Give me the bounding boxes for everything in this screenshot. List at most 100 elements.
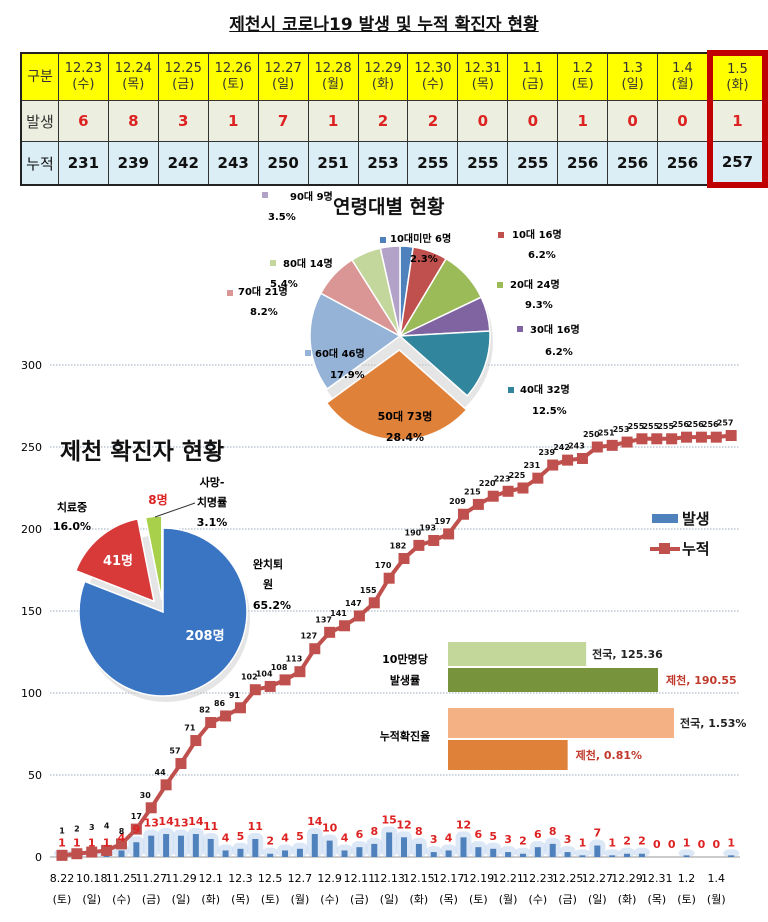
line-marker [130,823,142,835]
weekday: (토) [222,77,245,92]
bar-value-label: 15 [381,813,396,826]
table-row-total: 누적 231 239 242 243 250 251 253 255 255 255 256 256 2… [20,141,768,188]
line-marker [532,472,544,484]
bar-new-cases [505,852,512,857]
line-marker [517,482,529,494]
bar-value-label: 13 [144,817,159,830]
line-value-label: 255 [642,422,659,431]
legend-bar-swatch [652,514,678,523]
bar-value-label: 1 [58,836,66,849]
status-pie-slice [144,515,163,601]
line-value-label: 155 [360,586,377,595]
line-marker [294,666,306,678]
bar-value-label: 2 [623,835,631,848]
age-slice-pct: 2.3% [410,254,438,265]
line-marker [190,735,202,747]
line-value-label: 242 [553,443,570,452]
line-value-label: 4 [104,821,110,830]
line-value-label: 57 [169,747,180,756]
row-header: 발생 [20,100,59,142]
date-cell: 12.23 (수) [57,52,109,101]
x-tick-day: (화) [410,893,429,906]
treating-count: 41명 [103,553,133,569]
bar-new-cases [728,855,735,857]
date-cell: 12.26 (토) [207,52,259,101]
x-tick-day: (월) [707,893,726,906]
bar-new-cases [118,850,125,857]
new-cases-cell: 1 [207,100,259,142]
bar-new-cases [475,847,482,857]
page-title: 제천시 코로나19 발생 및 누적 확진자 현황 [229,15,539,35]
bar-new-cases [326,840,333,857]
bar-new-cases [311,834,318,857]
new-cases-cell: 1 [307,100,359,142]
bar-value-label: 5 [296,830,304,843]
line-value-label: 108 [271,663,288,672]
x-tick-day: (수) [112,893,131,906]
line-value-label: 253 [613,425,630,434]
line-marker [383,572,395,584]
bar-value-label: 12 [456,818,471,831]
row-header: 누적 [20,141,59,186]
new-cases-cell: 0 [607,100,659,142]
date-cell: 12.25 (금) [157,52,209,101]
x-tick-date: 11.27 [135,872,167,885]
line-marker [591,441,603,453]
hbar [448,668,658,692]
line-marker [249,684,261,696]
bar-new-cases [341,850,348,857]
bar-new-cases [564,852,571,857]
bar-new-cases [163,834,170,857]
bar-value-label: 12 [396,818,411,831]
hbar-label: 전국, 125.36 [592,647,663,661]
date: 1.5 [727,62,748,77]
line-value-label: 30 [140,791,152,800]
x-tick-day: (수) [320,893,339,906]
bar-new-cases [683,855,690,857]
line-value-label: 82 [199,706,210,715]
line-value-label: 137 [315,615,332,624]
age-slice-label: 10대미만 6명 [390,232,451,245]
x-tick-date: 12.29 [611,872,643,885]
x-tick-date: 12.9 [317,872,342,885]
new-cases-cell: 1 [557,100,609,142]
weekday: (목) [471,77,494,92]
x-tick-date: 12.7 [288,872,313,885]
date: 12.23 [64,61,102,76]
weekday: (목) [122,77,145,92]
new-cases-cell: 2 [407,100,459,142]
line-marker [368,597,380,609]
x-tick-day: (목) [439,893,458,906]
age-slice-pct: 8.2% [250,307,278,318]
line-marker [56,849,68,861]
recovered-label: 원 [263,577,273,591]
bar-new-cases [415,843,422,857]
line-total-cases [61,433,732,858]
line-value-label: 182 [390,542,407,551]
age-slice-label: 20대 24명 [510,278,560,291]
total-cases-cell: 255 [407,141,459,186]
hbar [448,708,674,738]
bar-value-label: 14 [307,815,323,828]
age-slice-label: 70대 21명 [238,285,288,298]
line-marker [234,702,246,714]
line-value-label: 113 [286,655,303,664]
bar-glow [559,846,576,857]
line-value-label: 17 [131,812,142,821]
treating-pct: 16.0% [53,520,91,533]
line-marker [457,508,469,520]
line-value-label: 231 [523,461,540,470]
bar-value-label: 1 [88,836,96,849]
age-legend-marker [270,260,276,266]
new-cases-cell: 0 [457,100,509,142]
bar-glow [514,847,531,857]
bar-value-label: 7 [593,827,601,840]
age-slice-label: 50대 73명 [378,409,433,423]
line-marker [86,846,98,858]
bar-new-cases [371,843,378,857]
line-marker [160,779,172,791]
date: 12.26 [214,61,252,76]
x-tick-day: (일) [82,892,101,906]
new-cases-cell: 0 [657,100,711,142]
bar-value-label: 11 [248,820,263,833]
